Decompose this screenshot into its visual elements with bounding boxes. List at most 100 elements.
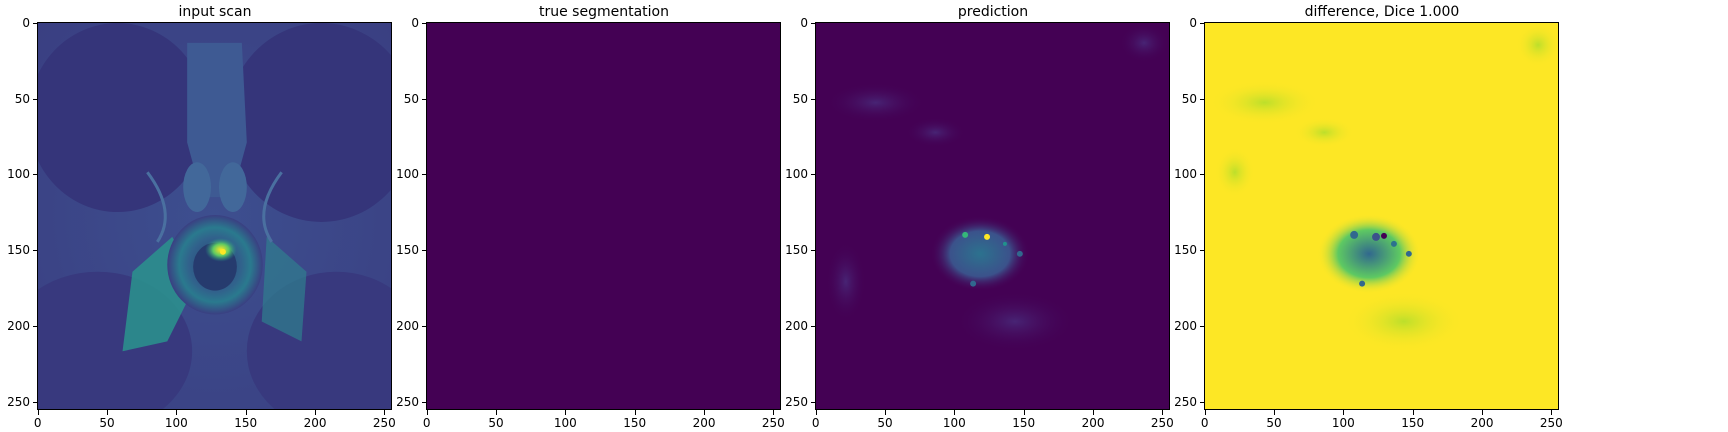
y-tick-label: 50 bbox=[14, 91, 30, 106]
x-tick-mark bbox=[1412, 410, 1414, 415]
y-tick-label: 200 bbox=[396, 318, 419, 333]
x-tick-mark bbox=[1093, 410, 1095, 415]
y-tick-mark bbox=[33, 22, 38, 24]
panel-difference: difference, Dice 1.000 bbox=[1167, 0, 1567, 432]
y-tick-label: 150 bbox=[396, 243, 419, 258]
x-tick-mark bbox=[426, 410, 428, 415]
x-tick-label: 50 bbox=[99, 416, 115, 430]
y-tick-mark bbox=[811, 98, 816, 100]
panel-title: true segmentation bbox=[539, 4, 669, 20]
x-tick-mark bbox=[315, 410, 317, 415]
x-tick-label: 0 bbox=[811, 416, 820, 430]
y-tick-label: 150 bbox=[785, 243, 808, 258]
x-tick-label: 150 bbox=[1012, 416, 1036, 430]
x-tick-label: 250 bbox=[761, 416, 785, 430]
y-tick-label: 200 bbox=[1174, 318, 1197, 333]
y-tick-mark bbox=[811, 401, 816, 403]
x-tick-mark bbox=[1343, 410, 1345, 415]
y-tick-label: 250 bbox=[7, 394, 30, 409]
x-tick-label: 200 bbox=[303, 416, 327, 430]
x-tick-mark bbox=[885, 410, 887, 415]
difference-image bbox=[1204, 22, 1559, 410]
x-tick-label: 0 bbox=[422, 416, 431, 430]
y-tick-mark bbox=[422, 22, 427, 24]
x-tick-mark bbox=[37, 410, 39, 415]
x-tick-label: 0 bbox=[1200, 416, 1209, 430]
y-tick-mark bbox=[33, 401, 38, 403]
x-tick-label: 100 bbox=[1331, 416, 1355, 430]
y-tick-mark bbox=[811, 250, 816, 252]
y-tick-label: 250 bbox=[1174, 394, 1197, 409]
y-tick-mark bbox=[422, 401, 427, 403]
panel-title: input scan bbox=[178, 4, 252, 20]
y-tick-mark bbox=[422, 98, 427, 100]
y-tick-label: 100 bbox=[1174, 167, 1197, 182]
y-tick-mark bbox=[33, 174, 38, 176]
x-tick-mark bbox=[1204, 410, 1206, 415]
x-tick-mark bbox=[107, 410, 109, 415]
prediction-image bbox=[815, 22, 1170, 410]
y-tick-mark bbox=[1200, 325, 1205, 327]
y-tick-label: 200 bbox=[785, 318, 808, 333]
y-tick-mark bbox=[33, 98, 38, 100]
y-tick-label: 50 bbox=[1181, 91, 1197, 106]
y-tick-mark bbox=[1200, 22, 1205, 24]
x-tick-label: 200 bbox=[1081, 416, 1105, 430]
y-tick-mark bbox=[422, 325, 427, 327]
y-tick-label: 50 bbox=[792, 91, 808, 106]
y-tick-mark bbox=[1200, 401, 1205, 403]
y-tick-label: 150 bbox=[7, 243, 30, 258]
x-tick-label: 0 bbox=[33, 416, 42, 430]
y-tick-label: 0 bbox=[1189, 15, 1197, 30]
x-tick-label: 100 bbox=[164, 416, 188, 430]
true-segmentation-image bbox=[426, 22, 781, 410]
x-tick-mark bbox=[1274, 410, 1276, 415]
y-tick-mark bbox=[422, 174, 427, 176]
y-tick-mark bbox=[1200, 250, 1205, 252]
x-tick-mark bbox=[1162, 410, 1164, 415]
x-tick-label: 200 bbox=[692, 416, 716, 430]
x-tick-label: 50 bbox=[877, 416, 893, 430]
panel-prediction: prediction bbox=[778, 0, 1178, 432]
x-tick-label: 150 bbox=[234, 416, 258, 430]
x-tick-mark bbox=[565, 410, 567, 415]
x-tick-label: 50 bbox=[1266, 416, 1282, 430]
x-tick-mark bbox=[496, 410, 498, 415]
input-scan-image bbox=[37, 22, 392, 410]
y-tick-mark bbox=[811, 174, 816, 176]
y-tick-label: 200 bbox=[7, 318, 30, 333]
y-tick-label: 100 bbox=[396, 167, 419, 182]
x-tick-mark bbox=[954, 410, 956, 415]
y-tick-mark bbox=[422, 250, 427, 252]
y-tick-label: 0 bbox=[411, 15, 419, 30]
y-tick-mark bbox=[33, 325, 38, 327]
x-tick-mark bbox=[245, 410, 247, 415]
x-tick-label: 250 bbox=[372, 416, 396, 430]
x-tick-label: 250 bbox=[1539, 416, 1563, 430]
x-tick-mark bbox=[815, 410, 817, 415]
y-tick-label: 0 bbox=[800, 15, 808, 30]
y-tick-label: 100 bbox=[785, 167, 808, 182]
x-tick-label: 150 bbox=[1401, 416, 1425, 430]
y-tick-mark bbox=[1200, 174, 1205, 176]
x-tick-mark bbox=[1551, 410, 1553, 415]
x-tick-label: 100 bbox=[942, 416, 966, 430]
y-tick-label: 0 bbox=[22, 15, 30, 30]
y-tick-label: 150 bbox=[1174, 243, 1197, 258]
panel-title: prediction bbox=[957, 4, 1029, 20]
y-tick-mark bbox=[811, 22, 816, 24]
x-tick-mark bbox=[384, 410, 386, 415]
x-tick-mark bbox=[773, 410, 775, 415]
x-tick-label: 200 bbox=[1470, 416, 1494, 430]
y-tick-mark bbox=[1200, 98, 1205, 100]
x-tick-mark bbox=[704, 410, 706, 415]
y-tick-mark bbox=[811, 325, 816, 327]
panel-title: difference, Dice 1.000 bbox=[1304, 4, 1460, 20]
x-tick-label: 50 bbox=[488, 416, 504, 430]
x-tick-mark bbox=[634, 410, 636, 415]
y-tick-label: 50 bbox=[403, 91, 419, 106]
x-tick-label: 150 bbox=[623, 416, 647, 430]
x-tick-label: 250 bbox=[1150, 416, 1174, 430]
y-tick-label: 250 bbox=[785, 394, 808, 409]
y-tick-label: 250 bbox=[396, 394, 419, 409]
